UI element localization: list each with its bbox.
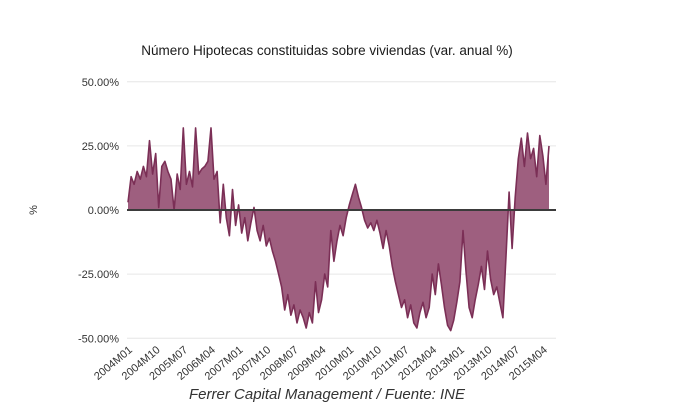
y-axis-title: %: [28, 205, 40, 215]
area-outline: [127, 127, 550, 332]
chart-title: Número Hipotecas constituidas sobre vivi…: [141, 43, 513, 58]
y-tick-label: -25.00%: [78, 269, 119, 281]
y-tick-label: -50.00%: [78, 333, 119, 345]
source-caption: Ferrer Capital Management / Fuente: INE: [189, 386, 465, 403]
y-tick-label: 0.00%: [88, 205, 119, 217]
y-tick-label: 50.00%: [82, 77, 120, 89]
y-tick-label: 25.00%: [82, 141, 120, 153]
